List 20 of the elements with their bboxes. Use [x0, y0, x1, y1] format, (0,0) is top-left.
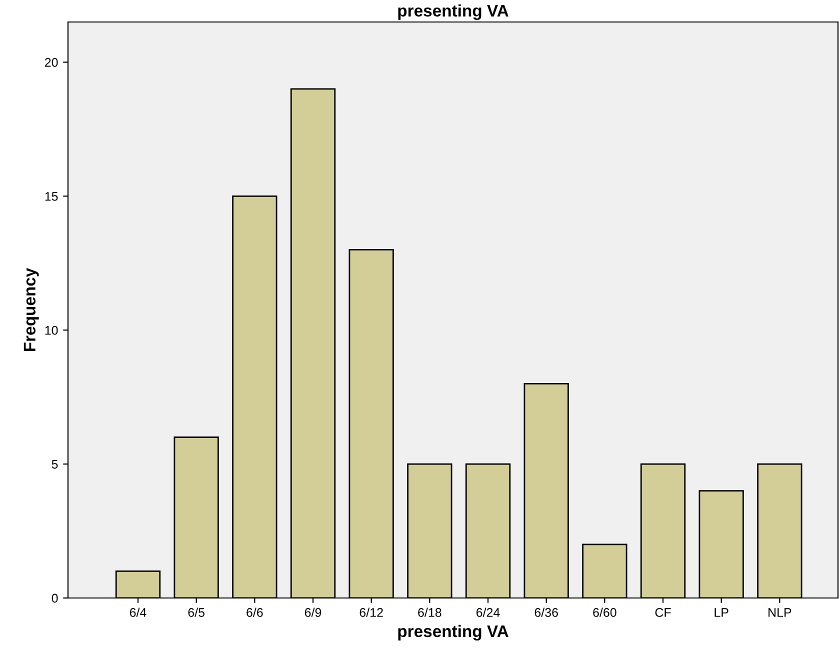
y-tick-label: 20	[45, 58, 58, 67]
x-tick-label: 6/6	[246, 608, 263, 617]
y-tick-label: 5	[52, 460, 58, 469]
y-tick-label: 15	[45, 192, 58, 201]
x-tick-label: 6/9	[304, 608, 322, 617]
x-tick-label: NLP	[768, 608, 792, 617]
chart-title: presenting VA	[398, 4, 508, 20]
y-tick-label: 10	[45, 326, 58, 335]
x-axis-title: presenting VA	[398, 624, 508, 641]
x-tick-label: 6/12	[360, 608, 383, 617]
y-tick-label: 0	[52, 594, 58, 603]
x-tick-label: 6/5	[188, 608, 204, 617]
x-tick-label: 6/60	[593, 608, 616, 617]
x-tick-label: LP	[714, 608, 728, 617]
x-tick-label: 6/36	[534, 608, 558, 617]
x-tick-label: 6/24	[476, 608, 500, 617]
x-tick-label: 6/18	[418, 608, 442, 617]
y-axis-title: Frequency	[24, 268, 39, 352]
x-tick-label: CF	[655, 608, 671, 617]
x-tick-label: 6/4	[130, 608, 146, 617]
